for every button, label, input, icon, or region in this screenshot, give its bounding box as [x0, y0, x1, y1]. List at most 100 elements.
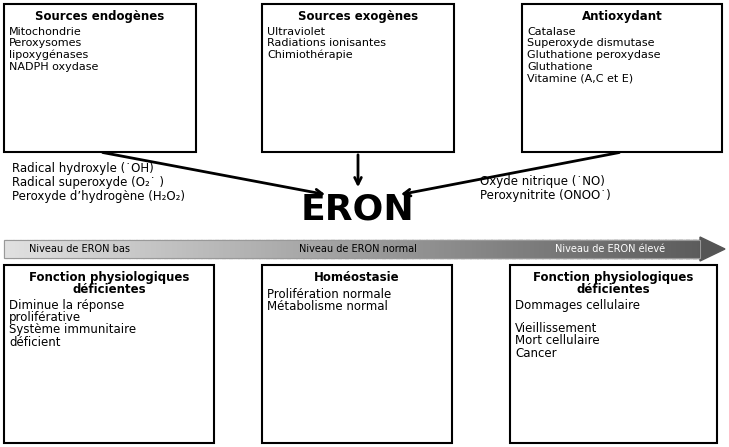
Bar — [143, 240, 146, 258]
Bar — [533, 240, 536, 258]
Bar — [287, 240, 290, 258]
Bar — [593, 240, 596, 258]
Bar — [605, 240, 608, 258]
Bar — [20, 240, 23, 258]
Bar — [639, 240, 642, 258]
Bar — [127, 240, 130, 258]
Bar — [656, 240, 659, 258]
Text: Peroxyde d’hydrogène (H₂O₂): Peroxyde d’hydrogène (H₂O₂) — [12, 190, 185, 203]
Text: Gluthatione: Gluthatione — [527, 62, 593, 72]
Bar — [34, 240, 37, 258]
Bar — [475, 240, 477, 258]
Bar — [324, 240, 327, 258]
Bar — [338, 240, 341, 258]
Bar — [558, 240, 561, 258]
Bar — [211, 240, 214, 258]
Bar — [698, 240, 701, 258]
Text: Vitamine (A,C et E): Vitamine (A,C et E) — [527, 73, 633, 83]
Bar — [494, 240, 496, 258]
Bar — [229, 240, 232, 258]
Bar — [122, 240, 125, 258]
Bar — [454, 240, 457, 258]
Text: Prolifération normale: Prolifération normale — [267, 288, 391, 301]
Bar — [600, 240, 603, 258]
Bar — [482, 240, 485, 258]
Bar — [4, 265, 214, 443]
Bar — [582, 240, 585, 258]
Bar — [192, 240, 195, 258]
Bar — [684, 240, 687, 258]
Bar — [268, 240, 271, 258]
Text: Mort cellulaire: Mort cellulaire — [515, 334, 600, 347]
Bar — [522, 4, 722, 152]
Text: Vieillissement: Vieillissement — [515, 322, 597, 335]
Bar — [115, 240, 118, 258]
Bar — [139, 240, 141, 258]
Bar — [104, 240, 106, 258]
Bar — [236, 240, 239, 258]
Bar — [505, 240, 508, 258]
Bar — [83, 240, 86, 258]
Text: Fonction physiologiques: Fonction physiologiques — [534, 271, 694, 284]
Bar — [315, 240, 318, 258]
Bar — [245, 240, 248, 258]
Bar — [85, 240, 88, 258]
Bar — [9, 240, 12, 258]
Bar — [327, 240, 330, 258]
Bar — [649, 240, 652, 258]
Bar — [484, 240, 487, 258]
Bar — [625, 240, 628, 258]
Bar — [74, 240, 77, 258]
Bar — [109, 240, 112, 258]
Bar — [554, 240, 557, 258]
Bar — [529, 240, 531, 258]
Bar — [394, 240, 397, 258]
Bar — [631, 240, 634, 258]
Bar — [60, 240, 63, 258]
Bar — [570, 240, 573, 258]
Bar — [176, 240, 179, 258]
Bar — [260, 240, 262, 258]
Bar — [199, 240, 202, 258]
Bar — [672, 240, 675, 258]
Bar — [120, 240, 122, 258]
Bar — [426, 240, 429, 258]
Bar — [456, 240, 459, 258]
Bar — [498, 240, 501, 258]
Bar — [52, 240, 55, 258]
Bar — [164, 240, 167, 258]
Text: proliférative: proliférative — [9, 311, 81, 324]
Bar — [18, 240, 20, 258]
Bar — [396, 240, 399, 258]
Bar — [27, 240, 30, 258]
Bar — [429, 240, 432, 258]
Bar — [464, 240, 466, 258]
Bar — [11, 240, 14, 258]
Bar — [440, 240, 443, 258]
Bar — [206, 240, 208, 258]
Text: Sources exogènes: Sources exogènes — [298, 10, 418, 23]
Bar — [78, 240, 81, 258]
Text: Sources endogènes: Sources endogènes — [36, 10, 165, 23]
Bar — [319, 240, 322, 258]
Bar — [665, 240, 668, 258]
Bar — [150, 240, 153, 258]
Bar — [517, 240, 520, 258]
Bar — [452, 240, 455, 258]
Bar — [301, 240, 304, 258]
Bar — [262, 265, 452, 443]
Bar — [609, 240, 612, 258]
Bar — [623, 240, 626, 258]
Bar — [619, 240, 622, 258]
Bar — [584, 240, 587, 258]
Bar — [382, 240, 385, 258]
Bar — [413, 240, 415, 258]
Bar — [466, 240, 469, 258]
Bar — [686, 240, 689, 258]
Bar — [134, 240, 137, 258]
Bar — [270, 240, 273, 258]
Bar — [101, 240, 104, 258]
Bar — [577, 240, 580, 258]
Bar — [257, 240, 260, 258]
Bar — [568, 240, 571, 258]
